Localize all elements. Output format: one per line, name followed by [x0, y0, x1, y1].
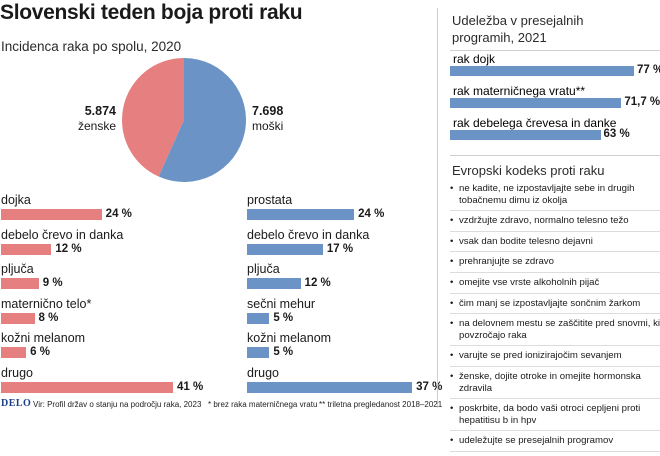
women-bar [1, 243, 52, 255]
pie-label-men: 7.698 moški [252, 104, 312, 134]
men-category-label: debelo črevo in danka [247, 227, 370, 242]
code-list-text: prehranjujte se zdravo [459, 256, 554, 268]
women-category-label: pljuča [1, 262, 34, 277]
bullet-icon: • [450, 297, 454, 309]
code-list-item: • vzdržujte zdravo, normalno telesno težo [450, 215, 660, 232]
men-bar [247, 382, 413, 393]
women-category-label: dojka [1, 193, 31, 207]
screening-value-label: 71,7 % [624, 96, 660, 108]
screening-bar [450, 98, 622, 108]
code-list-text: vzdržujte zdravo, normalno telesno težo [459, 215, 629, 227]
women-value-label: 6 % [30, 346, 50, 359]
men-bar [247, 243, 323, 255]
screening-value-label: 77 % [637, 64, 660, 76]
bullet-icon: • [450, 403, 454, 415]
bullet-icon: • [450, 215, 454, 227]
men-category-label: prostata [247, 193, 293, 207]
code-list-item: • vsak dan bodite telesno dejavni [450, 236, 660, 253]
code-list-item: • ne kadite, ne izpostavljajte sebe in dr… [450, 183, 660, 212]
code-list-item: • prehranjujte se zdravo [450, 256, 660, 273]
delo-logo: DELO [1, 398, 32, 409]
pie-slice-women [121, 58, 184, 177]
footer-note1: * brez raka materničnega vratu [208, 400, 318, 409]
men-value-label: 17 % [326, 242, 354, 255]
code-list-item: • varujte se pred ionizirajočim sevanjem [450, 350, 660, 367]
men-value-label: 12 % [304, 277, 331, 290]
footer-note2: ** triletna pregledanost 2018–2021 [319, 400, 443, 409]
men-value-label: 5 % [273, 346, 294, 359]
women-value-label: 41 % [177, 381, 204, 393]
men-value-label: 24 % [358, 208, 385, 220]
women-bar [1, 312, 35, 324]
pie-name-men: moški [252, 119, 284, 133]
women-category-label: kožni melanom [1, 331, 86, 346]
chart-subtitle: Incidenca raka po spolu, 2020 [1, 39, 182, 54]
code-list-item: • udeležujte se presejalnih programov [450, 435, 660, 452]
women-category-label: drugo [1, 366, 33, 380]
screening-bar [450, 66, 634, 76]
screening-divider [450, 50, 660, 51]
screening-value-label: 63 % [603, 128, 630, 140]
women-category-label: debelo črevo in danka [1, 227, 124, 242]
women-value-label: 9 % [42, 277, 63, 290]
bullet-icon: • [450, 276, 454, 288]
code-list: • ne kadite, ne izpostavljajte sebe in dr… [450, 183, 660, 456]
column-divider [437, 8, 438, 408]
men-bar [247, 347, 270, 359]
bullet-icon: • [450, 235, 454, 247]
screening-category-label: rak dojk [453, 52, 496, 66]
women-value-label: 8 % [38, 311, 59, 324]
pie-name-women: ženske [77, 119, 116, 133]
code-list-item: • omejite vse vrste alkoholnih pijač [450, 277, 660, 294]
screening-bar [450, 130, 601, 140]
code-list-text: ženske, dojite otroke in omejite hormons… [459, 370, 641, 394]
bullet-icon: • [450, 256, 454, 268]
code-list-text: varujte se pred ionizirajočim sevanjem [459, 350, 622, 362]
footer-source: Vir: Profil držav o stanju na področju r… [33, 400, 202, 409]
men-bar [247, 209, 355, 220]
footer: DELO Vir: Profil držav o stanju na podro… [0, 398, 660, 413]
code-list-text: čim manj se izpostavljajte sončnim žarko… [459, 297, 641, 309]
screening-title: Udeležba v presejalnih programih, 2021 [452, 13, 584, 45]
women-bar [1, 209, 102, 220]
women-bar [1, 382, 173, 393]
pie-chart [121, 58, 246, 182]
pie-value-men: 7.698 [252, 104, 284, 118]
men-value-label: 37 % [416, 381, 443, 393]
women-value-label: 12 % [55, 242, 82, 255]
women-bar [1, 278, 39, 290]
women-value-label: 24 % [105, 208, 132, 220]
code-list-text: udeležujte se presejalnih programov [459, 435, 614, 447]
women-bar [1, 347, 27, 359]
men-category-label: drugo [247, 366, 279, 380]
section-divider [450, 155, 660, 156]
pie-slice-men [158, 58, 246, 182]
bullet-icon: • [450, 435, 454, 447]
men-category-label: sečni mehur [247, 296, 316, 311]
bullet-icon: • [450, 350, 454, 362]
men-bar [247, 278, 301, 290]
code-list-item: • ženske, dojite otroke in omejite hormon… [450, 370, 660, 400]
code-list-text: omejite vse vrste alkoholnih pijač [459, 276, 600, 288]
code-list-item: • čim manj se izpostavljajte sončnim žark… [450, 298, 660, 315]
screening-category-label: rak materničnega vratu** [453, 84, 586, 98]
men-bar [247, 312, 270, 324]
page-title: Slovenski teden boja proti raku [0, 1, 303, 24]
men-category-label: kožni melanom [247, 331, 332, 346]
screening-category-label: rak debelega črevesa in danke [453, 116, 617, 130]
bullet-icon: • [450, 318, 454, 330]
pie-value-women: 5.874 [84, 104, 116, 118]
bullet-icon: • [450, 183, 454, 194]
code-list-item: • na delovnem mestu se zaščitite pred sno… [450, 318, 660, 347]
men-category-label: pljuča [247, 262, 280, 277]
code-list-text: na delovnem mestu se zaščitite pred snov… [459, 318, 660, 341]
pie-label-women: 5.874 ženske [68, 104, 116, 134]
bullet-icon: • [450, 370, 454, 382]
men-value-label: 5 % [273, 311, 294, 324]
code-list-text: ne kadite, ne izpostavljajte sebe in dru… [459, 183, 635, 206]
code-list-text: vsak dan bodite telesno dejavni [459, 235, 593, 247]
women-category-label: maternično telo* [1, 296, 92, 311]
code-title: Evropski kodeks proti raku [452, 163, 605, 178]
